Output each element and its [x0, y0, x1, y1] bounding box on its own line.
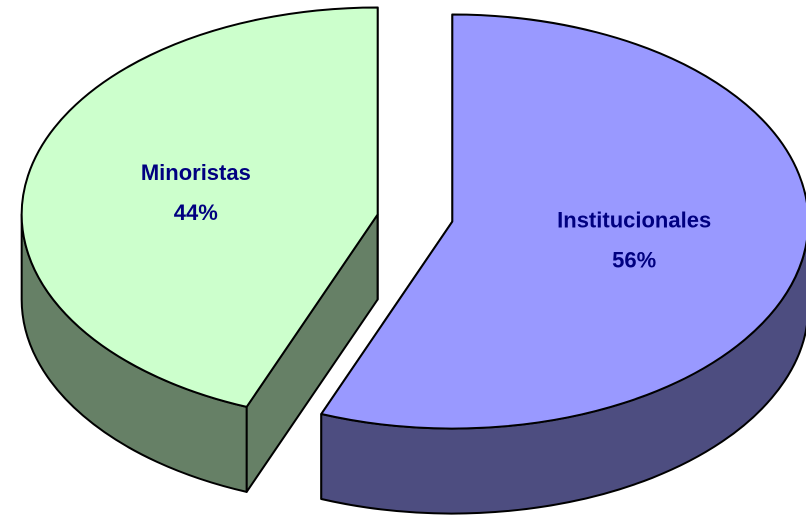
slice-label: Institucionales [557, 208, 711, 233]
slice-value-label: 44% [174, 200, 218, 225]
slice [20, 6, 379, 408]
slice [320, 13, 806, 430]
slice-label: Minoristas [141, 160, 251, 185]
slice-value-label: 56% [612, 248, 656, 273]
